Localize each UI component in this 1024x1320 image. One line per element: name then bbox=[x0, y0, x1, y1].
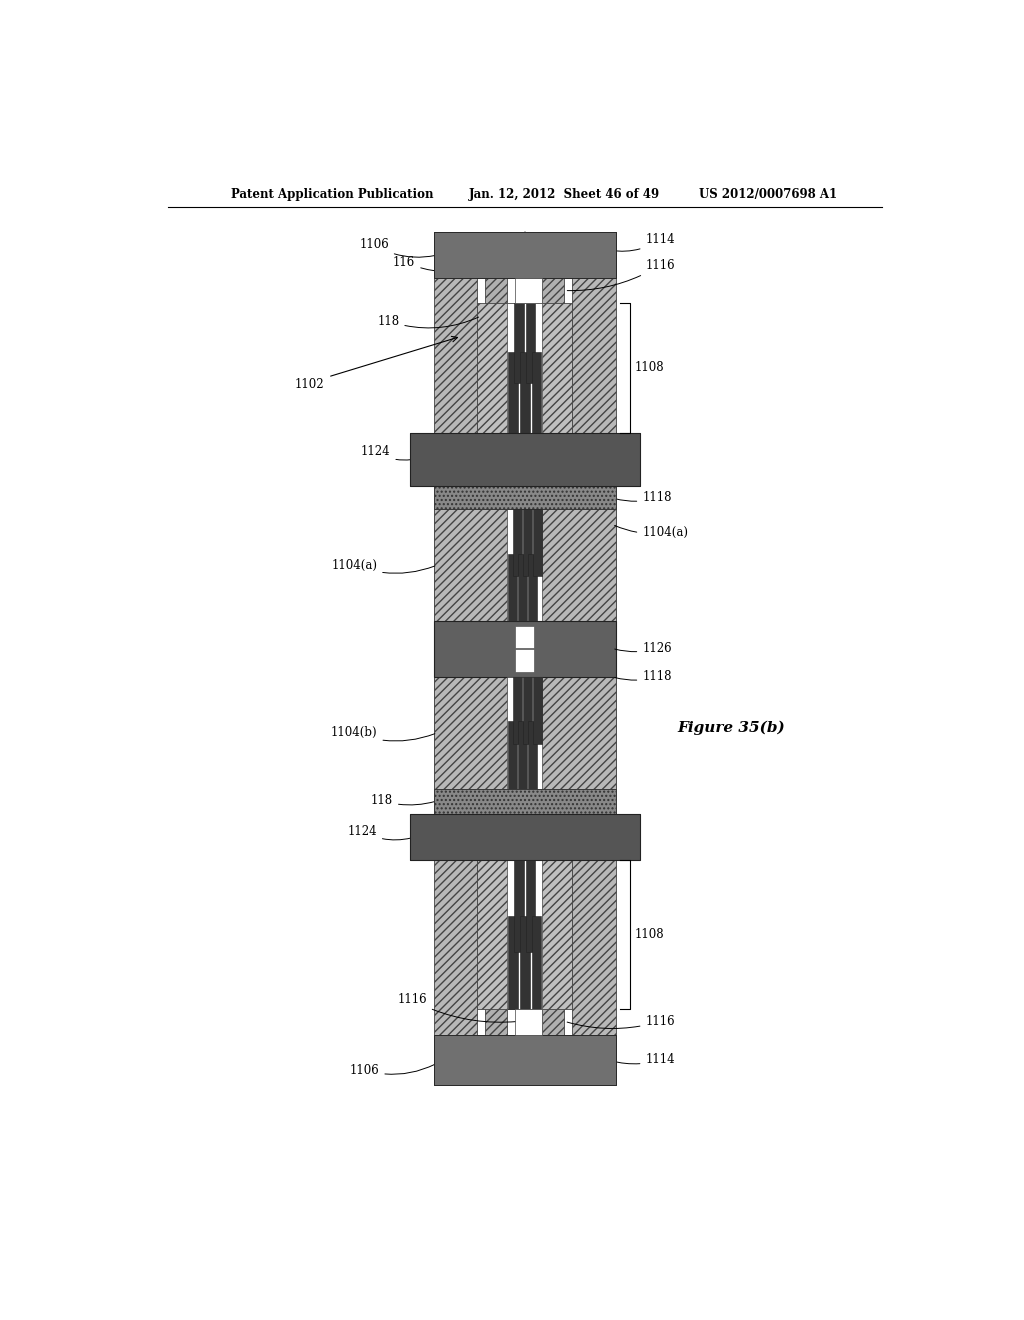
Bar bbox=[508, 916, 518, 1008]
Bar bbox=[526, 859, 536, 952]
Bar bbox=[410, 814, 640, 859]
Text: Figure 35(b): Figure 35(b) bbox=[677, 721, 785, 735]
Bar bbox=[508, 352, 518, 433]
Bar bbox=[532, 677, 542, 744]
Bar bbox=[520, 916, 529, 1008]
Bar bbox=[514, 859, 523, 952]
Text: Patent Application Publication: Patent Application Publication bbox=[231, 189, 434, 202]
Bar bbox=[522, 510, 532, 576]
Text: 1116: 1116 bbox=[567, 1015, 675, 1028]
Bar bbox=[433, 486, 616, 510]
Bar bbox=[517, 554, 527, 620]
Text: 1108: 1108 bbox=[634, 362, 664, 375]
Bar bbox=[410, 433, 640, 486]
Bar bbox=[433, 788, 616, 814]
Text: Jan. 12, 2012  Sheet 46 of 49: Jan. 12, 2012 Sheet 46 of 49 bbox=[469, 189, 660, 202]
Bar bbox=[433, 231, 477, 1085]
Text: 1104(b): 1104(b) bbox=[331, 726, 435, 741]
Bar bbox=[507, 859, 543, 1008]
Bar bbox=[508, 554, 517, 620]
Bar bbox=[515, 649, 535, 672]
Bar bbox=[513, 510, 522, 576]
Bar bbox=[507, 510, 543, 620]
Text: 1124: 1124 bbox=[360, 445, 411, 461]
Bar bbox=[433, 1035, 616, 1085]
Text: 118: 118 bbox=[371, 795, 435, 808]
Text: 1118: 1118 bbox=[614, 671, 672, 684]
Bar bbox=[507, 677, 543, 788]
Text: 1104(a): 1104(a) bbox=[331, 558, 435, 573]
Bar bbox=[433, 677, 616, 788]
Bar bbox=[433, 620, 616, 677]
Bar bbox=[507, 302, 543, 433]
Text: 1104(a): 1104(a) bbox=[614, 525, 688, 539]
Bar bbox=[433, 788, 616, 814]
Bar bbox=[513, 677, 522, 744]
Text: 1108: 1108 bbox=[634, 928, 664, 941]
Bar bbox=[527, 722, 537, 788]
Bar bbox=[522, 677, 532, 744]
Bar bbox=[433, 231, 616, 279]
Bar bbox=[433, 486, 616, 510]
Bar bbox=[514, 302, 523, 383]
Bar bbox=[433, 510, 616, 620]
Bar bbox=[508, 722, 517, 788]
Text: US 2012/0007698 A1: US 2012/0007698 A1 bbox=[699, 189, 838, 202]
Bar bbox=[531, 916, 542, 1008]
Text: 118: 118 bbox=[377, 314, 478, 327]
Bar bbox=[410, 433, 640, 486]
Text: 1124: 1124 bbox=[347, 825, 411, 840]
Text: 1114: 1114 bbox=[610, 1053, 675, 1067]
Text: 1116: 1116 bbox=[567, 259, 675, 290]
Bar bbox=[527, 554, 537, 620]
Text: 1102: 1102 bbox=[294, 378, 324, 391]
Text: 116: 116 bbox=[393, 256, 478, 273]
Text: 1114: 1114 bbox=[611, 234, 675, 251]
Bar bbox=[543, 231, 564, 1085]
Bar bbox=[532, 510, 542, 576]
Bar bbox=[515, 279, 543, 302]
Text: 1106: 1106 bbox=[349, 1064, 435, 1077]
Text: 1118: 1118 bbox=[614, 491, 672, 504]
Bar bbox=[433, 620, 616, 677]
Bar bbox=[520, 352, 529, 433]
Bar bbox=[515, 626, 535, 648]
Text: 1106: 1106 bbox=[359, 239, 435, 257]
Bar bbox=[485, 231, 507, 1085]
Bar bbox=[433, 231, 616, 279]
Text: 1116: 1116 bbox=[397, 994, 516, 1022]
Bar bbox=[477, 859, 572, 1008]
Bar bbox=[477, 302, 572, 433]
Bar bbox=[410, 814, 640, 859]
Text: 1126: 1126 bbox=[614, 642, 672, 655]
Bar bbox=[531, 352, 542, 433]
Bar bbox=[517, 722, 527, 788]
Bar bbox=[515, 1008, 543, 1035]
Bar bbox=[526, 302, 536, 383]
Bar bbox=[433, 1035, 616, 1085]
Bar bbox=[572, 231, 616, 1085]
